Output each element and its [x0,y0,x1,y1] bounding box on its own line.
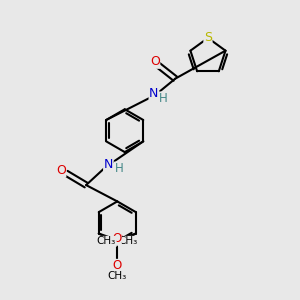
Text: N: N [104,158,113,171]
Text: CH₃: CH₃ [97,236,116,246]
Text: O: O [150,55,160,68]
Text: N: N [149,87,159,100]
Text: H: H [114,162,123,175]
Text: CH₃: CH₃ [118,236,138,246]
Text: CH₃: CH₃ [108,271,127,281]
Text: O: O [113,260,122,272]
Text: O: O [56,164,66,177]
Text: O: O [112,232,121,245]
Text: O: O [113,232,123,245]
Text: S: S [204,32,212,44]
Text: H: H [159,92,168,105]
